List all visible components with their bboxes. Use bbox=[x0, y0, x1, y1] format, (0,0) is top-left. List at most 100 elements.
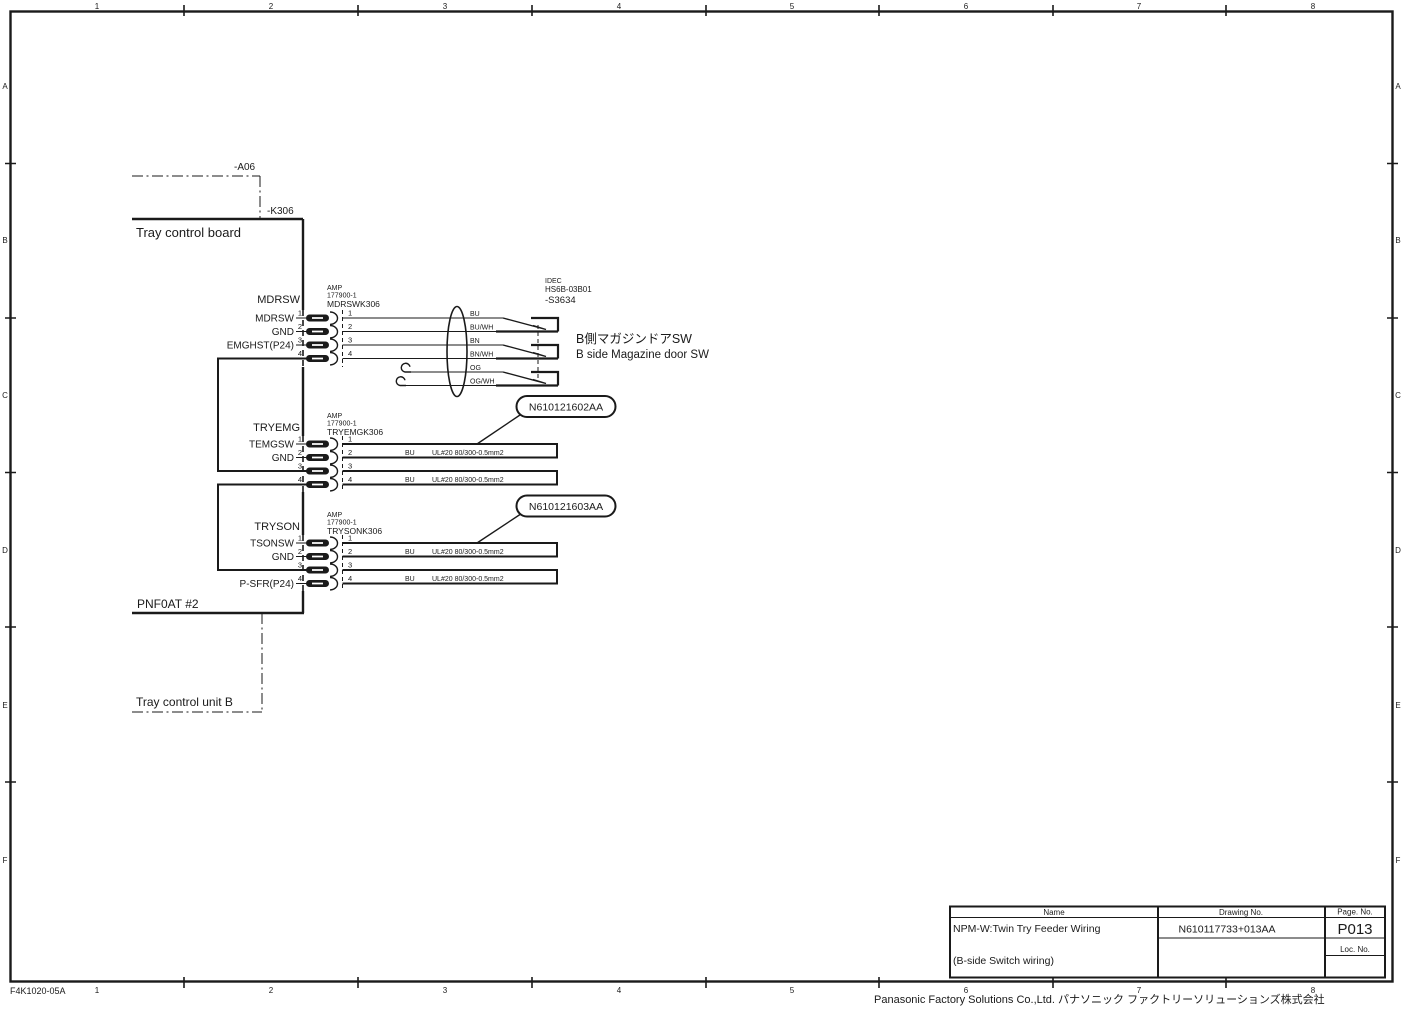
grid-col-label: 8 bbox=[1311, 2, 1316, 11]
tryson-cable-loops: BU UL#20 80/300-0.5mm2 BU UL#20 80/300-0… bbox=[342, 542, 558, 585]
cable-part-number: N610121603AA bbox=[529, 501, 603, 513]
grid-col-label: 1 bbox=[95, 986, 100, 995]
unit-ref-label: -A06 bbox=[234, 162, 256, 173]
connector-mfr-part: 177900-1 bbox=[327, 293, 357, 300]
cable-part-number: N610121602AA bbox=[529, 402, 603, 414]
grid-row-label: C bbox=[2, 391, 8, 400]
title-block: Name Drawing No. Page. No. NPM-W:Twin Tr… bbox=[949, 905, 1386, 979]
title-block-drawing-header: Drawing No. bbox=[1219, 908, 1263, 917]
pin-number: 4 bbox=[298, 574, 302, 583]
tryemg-cable-loops: BU UL#20 80/300-0.5mm2 BU UL#20 80/300-0… bbox=[342, 443, 558, 486]
switch-label-jp: B側マガジンドアSW bbox=[576, 332, 692, 346]
drawing-name-line2: (B-side Switch wiring) bbox=[953, 955, 1054, 967]
signal-label: MDRSW bbox=[255, 314, 294, 325]
grid-col-label: 7 bbox=[1137, 2, 1142, 11]
pin-number: 2 bbox=[348, 547, 352, 556]
pin-number: 1 bbox=[348, 435, 352, 444]
connector-name: TRYSONK306 bbox=[327, 526, 382, 536]
grid-column-labels-bottom: 1 2 3 4 5 6 7 8 bbox=[95, 986, 1316, 995]
grid-row-labels-right: A B C D E F bbox=[1395, 82, 1401, 865]
connector-group-label: MDRSW bbox=[257, 294, 300, 306]
pin-number: 3 bbox=[298, 561, 302, 570]
loose-wire-hook bbox=[395, 376, 406, 387]
connector-mfr-part: 177900-1 bbox=[327, 421, 357, 428]
grid-col-label: 2 bbox=[269, 2, 274, 11]
page-border: 1 2 3 4 5 6 7 8 1 2 3 4 5 6 7 8 A B C D … bbox=[2, 2, 1401, 995]
connector-group-label: TRYSON bbox=[254, 521, 300, 533]
grid-row-label: B bbox=[2, 236, 7, 245]
wire-color-label: BU bbox=[470, 311, 480, 318]
signal-label: EMGHST(P24) bbox=[227, 341, 294, 352]
grid-row-label: A bbox=[2, 82, 8, 91]
grid-column-labels-top: 1 2 3 4 5 6 7 8 bbox=[95, 2, 1316, 11]
wire-spec-label: UL#20 80/300-0.5mm2 bbox=[432, 549, 504, 556]
grid-row-label: B bbox=[1395, 236, 1400, 245]
wire-spec-label: UL#20 80/300-0.5mm2 bbox=[432, 477, 504, 484]
drawing-name-line1: NPM-W:Twin Try Feeder Wiring bbox=[953, 923, 1101, 935]
connector-tryemg: TRYEMG AMP 177900-1 TRYEMGK306 TEMGSW GN… bbox=[249, 395, 617, 492]
grid-col-label: 2 bbox=[269, 986, 274, 995]
switch-label-en: B side Magazine door SW bbox=[576, 349, 709, 361]
wire-color-label: BU bbox=[405, 576, 415, 583]
cable-bundle-oval bbox=[446, 305, 468, 398]
pin-number: 2 bbox=[348, 448, 352, 457]
border-ticks bbox=[5, 5, 1398, 988]
wire-color-label: BU/WH bbox=[470, 325, 493, 332]
grid-col-label: 5 bbox=[790, 2, 795, 11]
pin-number: 1 bbox=[298, 309, 302, 318]
signal-label: P-SFR(P24) bbox=[240, 579, 294, 590]
pin-contacts bbox=[306, 437, 339, 492]
connector-name: MDRSWK306 bbox=[327, 299, 380, 309]
grid-row-label: C bbox=[1395, 391, 1401, 400]
loose-wire-hook bbox=[400, 362, 411, 373]
mdrsw-harness: BU BU/WH BN BN/WH OG OG/WH IDEC HS6B-03B… bbox=[342, 278, 709, 398]
pin-number: 3 bbox=[348, 561, 352, 570]
grid-col-label: 7 bbox=[1137, 986, 1142, 995]
connector-group-label: TRYEMG bbox=[253, 422, 300, 434]
signal-label: GND bbox=[272, 453, 294, 464]
signal-label: GND bbox=[272, 552, 294, 563]
pin-number: 2 bbox=[298, 547, 302, 556]
board-title: Tray control board bbox=[136, 225, 241, 240]
pin-number: 1 bbox=[348, 534, 352, 543]
pin-number: 1 bbox=[298, 534, 302, 543]
wire-color-label: OG/WH bbox=[470, 379, 495, 386]
grid-row-label: A bbox=[1395, 82, 1401, 91]
grid-row-labels-left: A B C D E F bbox=[2, 82, 8, 865]
signal-label: GND bbox=[272, 327, 294, 338]
wire-color-label: BU bbox=[405, 477, 415, 484]
signal-label: TEMGSW bbox=[249, 440, 295, 451]
pin-number: 3 bbox=[348, 336, 352, 345]
connector-mfr: AMP bbox=[327, 285, 343, 292]
pin-number: 3 bbox=[348, 462, 352, 471]
drawing-number: N610117733+013AA bbox=[1178, 924, 1275, 936]
grid-row-label: D bbox=[2, 546, 8, 555]
pin-number: 2 bbox=[348, 322, 352, 331]
connector-mfr: AMP bbox=[327, 413, 343, 420]
callout-tryson-cable: N610121603AA bbox=[476, 494, 617, 544]
connector-mfr-part: 177900-1 bbox=[327, 520, 357, 527]
company-footer: Panasonic Factory Solutions Co.,Ltd. パナソ… bbox=[874, 992, 1325, 1006]
callout-tryemg-cable: N610121602AA bbox=[476, 395, 617, 445]
signal-label: TSONSW bbox=[250, 539, 294, 550]
wire-color-label: OG bbox=[470, 365, 481, 372]
page-number: P013 bbox=[1337, 921, 1372, 938]
pin-number: 4 bbox=[298, 349, 302, 358]
pin-contacts bbox=[306, 536, 339, 591]
pin-number: 4 bbox=[348, 349, 352, 358]
grid-row-label: F bbox=[1396, 856, 1401, 865]
grid-col-label: 4 bbox=[617, 986, 622, 995]
grid-col-label: 4 bbox=[617, 2, 622, 11]
form-code: F4K1020-05A bbox=[10, 986, 66, 996]
door-switch-contacts bbox=[496, 316, 560, 387]
grid-col-label: 6 bbox=[964, 2, 969, 11]
wire-color-label: BN bbox=[470, 338, 480, 345]
switch-mfr: IDEC bbox=[545, 278, 562, 285]
board-ref-label: -K306 bbox=[267, 206, 294, 217]
grid-row-label: F bbox=[3, 856, 8, 865]
pin-number: 3 bbox=[298, 462, 302, 471]
pin-number: 4 bbox=[348, 475, 352, 484]
title-block-name-header: Name bbox=[1043, 908, 1065, 917]
pin-number: 1 bbox=[298, 435, 302, 444]
